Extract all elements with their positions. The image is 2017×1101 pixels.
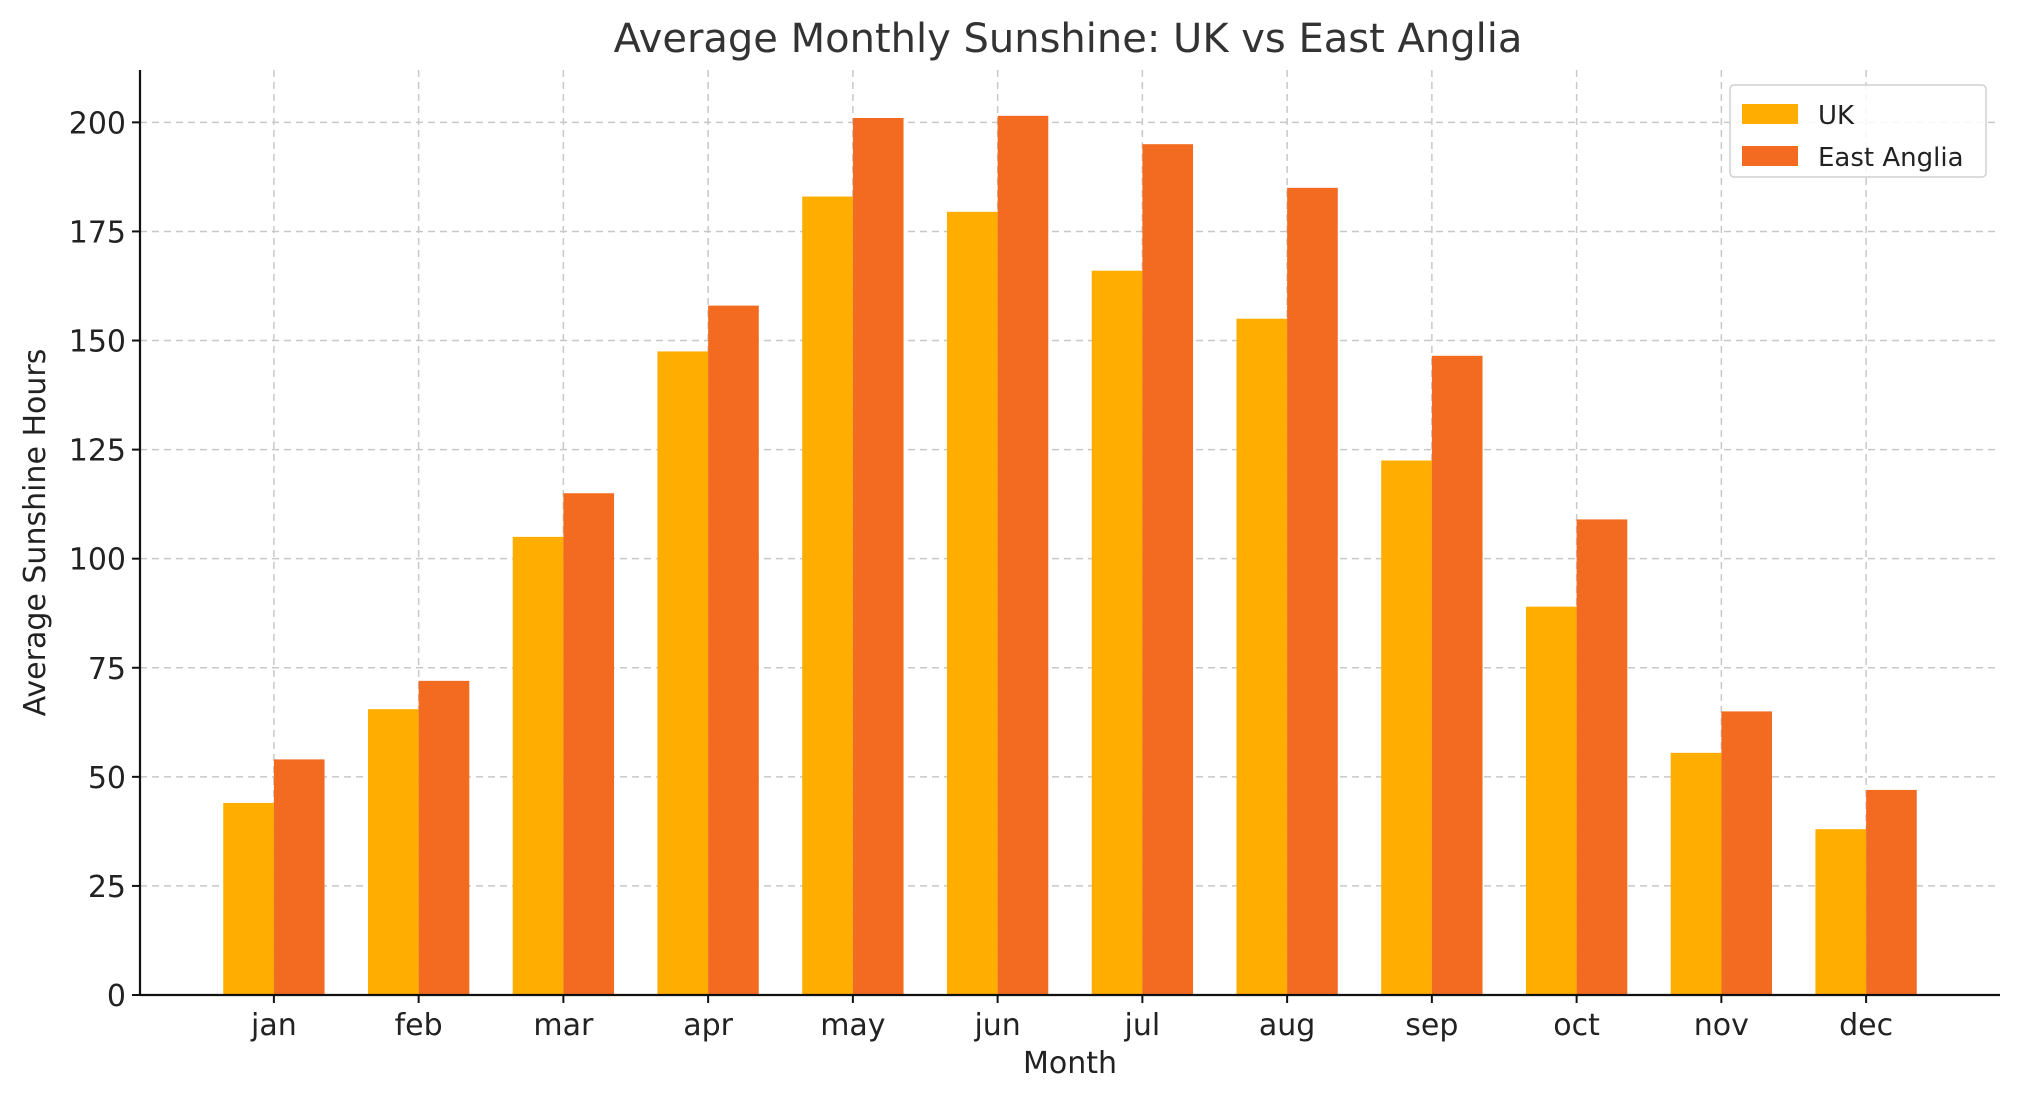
bar-uk-feb xyxy=(367,709,419,995)
bar-east-anglia-oct xyxy=(1576,519,1628,995)
x-tick-label: feb xyxy=(395,1008,443,1043)
bar-east-anglia-dec xyxy=(1866,789,1917,995)
y-tick-label: 175 xyxy=(69,215,126,250)
legend-swatch xyxy=(1742,146,1798,166)
y-tick-label: 25 xyxy=(88,870,126,905)
x-tick-label: sep xyxy=(1405,1008,1458,1043)
bar-east-anglia-jul xyxy=(1142,144,1194,995)
y-tick-label: 100 xyxy=(69,543,126,578)
bar-uk-may xyxy=(802,196,853,995)
y-tick-label: 200 xyxy=(69,106,126,141)
bar-uk-jan xyxy=(223,803,274,995)
tick-labels: 0 25 50 75 100 125 150 175 200 jan feb mar apr may jun… xyxy=(69,106,1893,1043)
bar-uk-apr xyxy=(657,351,709,995)
chart-title: Average Monthly Sunshine: UK vs East Ang… xyxy=(614,16,1523,62)
bar-east-anglia-may xyxy=(852,117,904,995)
x-axis-label: Month xyxy=(1023,1046,1117,1081)
x-tick-label: oct xyxy=(1553,1008,1600,1043)
axes xyxy=(132,70,2000,1003)
x-tick-label: jun xyxy=(973,1008,1020,1043)
bar-east-anglia-jan xyxy=(273,759,325,995)
legend-swatch xyxy=(1742,104,1798,124)
legend: UK East Anglia xyxy=(1729,84,1987,178)
x-tick-label: may xyxy=(820,1008,885,1043)
y-tick-label: 0 xyxy=(107,979,126,1014)
y-tick-label: 125 xyxy=(69,434,126,469)
bar-uk-jun xyxy=(946,211,998,995)
bar-uk-dec xyxy=(1815,829,1867,995)
bar-east-anglia-nov xyxy=(1721,711,1773,995)
x-tick-label: mar xyxy=(533,1008,594,1043)
y-tick-label: 150 xyxy=(69,325,126,360)
y-tick-label: 50 xyxy=(88,761,126,796)
bar-uk-nov xyxy=(1670,752,1722,995)
bar-east-anglia-mar xyxy=(563,493,615,995)
bars xyxy=(223,115,1917,996)
bar-east-anglia-jun xyxy=(997,115,1049,996)
y-axis-label: Average Sunshine Hours xyxy=(18,349,53,717)
legend-label: East Anglia xyxy=(1818,143,1964,173)
x-tick-label: dec xyxy=(1839,1008,1893,1043)
bar-east-anglia-apr xyxy=(708,305,759,995)
x-tick-label: apr xyxy=(683,1008,733,1043)
x-tick-label: jul xyxy=(1124,1008,1161,1043)
bar-uk-aug xyxy=(1236,318,1288,995)
bar-east-anglia-feb xyxy=(418,680,470,995)
x-tick-label: aug xyxy=(1259,1008,1315,1043)
bar-east-anglia-aug xyxy=(1287,187,1338,995)
bar-east-anglia-sep xyxy=(1431,355,1483,995)
x-tick-label: nov xyxy=(1694,1008,1749,1043)
bar-uk-jul xyxy=(1091,270,1143,996)
bar-uk-oct xyxy=(1525,606,1577,995)
x-tick-label: jan xyxy=(250,1008,297,1043)
legend-label: UK xyxy=(1818,101,1855,131)
bar-uk-sep xyxy=(1381,460,1432,995)
bar-uk-mar xyxy=(512,536,564,995)
y-tick-label: 75 xyxy=(88,652,126,687)
